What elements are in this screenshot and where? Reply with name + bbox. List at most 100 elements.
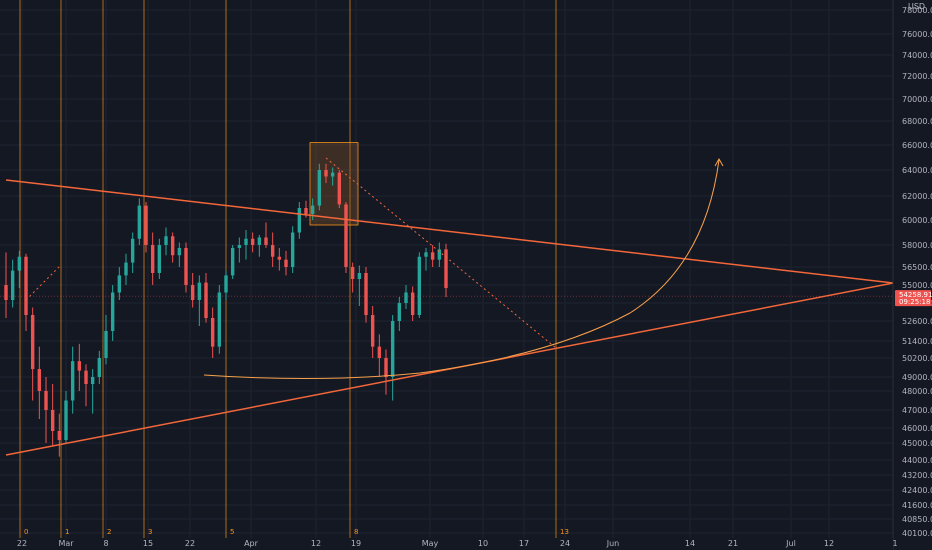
price-tick-label: 55000.00 <box>902 281 932 290</box>
fib-time-label: 3 <box>148 528 152 536</box>
curve-arrowhead <box>714 157 724 167</box>
candle-body <box>230 247 235 276</box>
time-tick-label: 14 <box>685 539 695 548</box>
candle-body <box>64 400 68 440</box>
candle-body <box>410 292 415 315</box>
price-tick-label: 44000.00 <box>902 456 932 465</box>
candle-body <box>4 285 8 300</box>
candle-body <box>217 292 222 347</box>
candle-body <box>350 267 355 279</box>
price-tick-label: 62000.00 <box>902 192 932 201</box>
candle-body <box>77 361 82 371</box>
current-price-label: 54258.91 <box>899 291 932 299</box>
highlight-box <box>309 142 359 226</box>
candle-body <box>124 262 128 276</box>
candle-body <box>344 204 348 267</box>
candle-body <box>304 208 308 214</box>
time-tick-label: 12 <box>311 539 321 548</box>
candle-body <box>357 273 362 279</box>
candle-body <box>204 282 208 318</box>
candle-body <box>337 172 342 205</box>
candle-body <box>364 273 368 315</box>
candle-body <box>177 247 182 256</box>
candle-body <box>30 315 35 370</box>
projection-curve <box>203 159 720 380</box>
candle-body <box>104 331 108 358</box>
fib-time-label: 0 <box>24 528 28 536</box>
fib-time-label: 5 <box>230 528 234 536</box>
price-tick-label: 70000.00 <box>902 95 932 104</box>
candle-body <box>170 236 175 256</box>
price-tick-label: 40850.00 <box>902 515 932 524</box>
candle-body <box>117 275 122 293</box>
time-tick-label: Apr <box>244 539 259 548</box>
candle-body <box>384 358 388 377</box>
candle-body <box>277 256 282 260</box>
candle-body <box>130 238 135 263</box>
candle-body <box>210 318 215 347</box>
time-tick-label: May <box>422 539 439 548</box>
candle-body <box>164 236 168 245</box>
candle-body <box>157 245 162 273</box>
candle-body <box>70 361 75 401</box>
candle-body <box>424 252 428 257</box>
candle-body <box>57 431 62 440</box>
candle-body <box>24 256 28 315</box>
candle-body <box>37 369 42 391</box>
candle-body <box>270 245 275 257</box>
price-tick-label: 52600.00 <box>902 317 932 326</box>
candle-body <box>84 370 88 384</box>
price-tick-label: 42400.00 <box>902 486 932 495</box>
candle-body <box>444 249 448 288</box>
upper-trendline <box>5 179 894 284</box>
price-tick-label: 56500.00 <box>902 263 932 272</box>
time-tick-label: 10 <box>478 539 488 548</box>
price-axis <box>893 0 932 550</box>
price-tick-label: 45000.00 <box>902 439 932 448</box>
countdown-label: 09:25:18 <box>899 298 930 306</box>
candle-body <box>10 270 15 300</box>
candle-body <box>250 238 255 245</box>
price-tick-label: 64000.00 <box>902 166 932 175</box>
candle-body <box>197 282 202 300</box>
time-tick-label: 1 <box>892 539 897 548</box>
candle-body <box>404 292 408 303</box>
time-tick-label: 8 <box>103 539 108 548</box>
candle-body <box>150 245 155 273</box>
price-tick-label: 78000.00 <box>902 6 932 15</box>
time-tick-label: 12 <box>824 539 834 548</box>
time-tick-label: 22 <box>185 539 195 548</box>
candle-body <box>184 247 188 285</box>
price-tick-label: 51400.00 <box>902 337 932 346</box>
time-tick-label: 19 <box>351 539 361 548</box>
price-tick-label: 49000.00 <box>902 373 932 382</box>
price-tick-label: 41600.00 <box>902 501 932 510</box>
candle-body <box>244 238 248 245</box>
candle-body <box>417 256 422 315</box>
candle-body <box>297 208 302 233</box>
projection-dashed-line-left <box>25 265 61 301</box>
time-tick-label: 24 <box>560 539 570 548</box>
candle-body <box>137 205 142 239</box>
price-tick-label: 66000.00 <box>902 141 932 150</box>
candle-body <box>377 346 382 358</box>
fib-time-label: 1 <box>65 528 69 536</box>
candle-body <box>110 292 115 331</box>
price-tick-label: 58000.00 <box>902 241 932 250</box>
price-tick-label: 74000.00 <box>902 51 932 60</box>
candle-body <box>264 237 268 245</box>
candle-body <box>430 252 435 260</box>
candle-body <box>97 358 102 377</box>
price-tick-label: 72000.00 <box>902 72 932 81</box>
time-axis <box>0 538 893 550</box>
candle-body <box>390 321 395 377</box>
candle-body <box>237 245 242 248</box>
time-tick-label: Jun <box>606 539 620 548</box>
candle-body <box>330 172 335 177</box>
candle-body <box>397 303 402 321</box>
time-tick-label: 21 <box>728 539 738 548</box>
candle-body <box>317 170 322 206</box>
